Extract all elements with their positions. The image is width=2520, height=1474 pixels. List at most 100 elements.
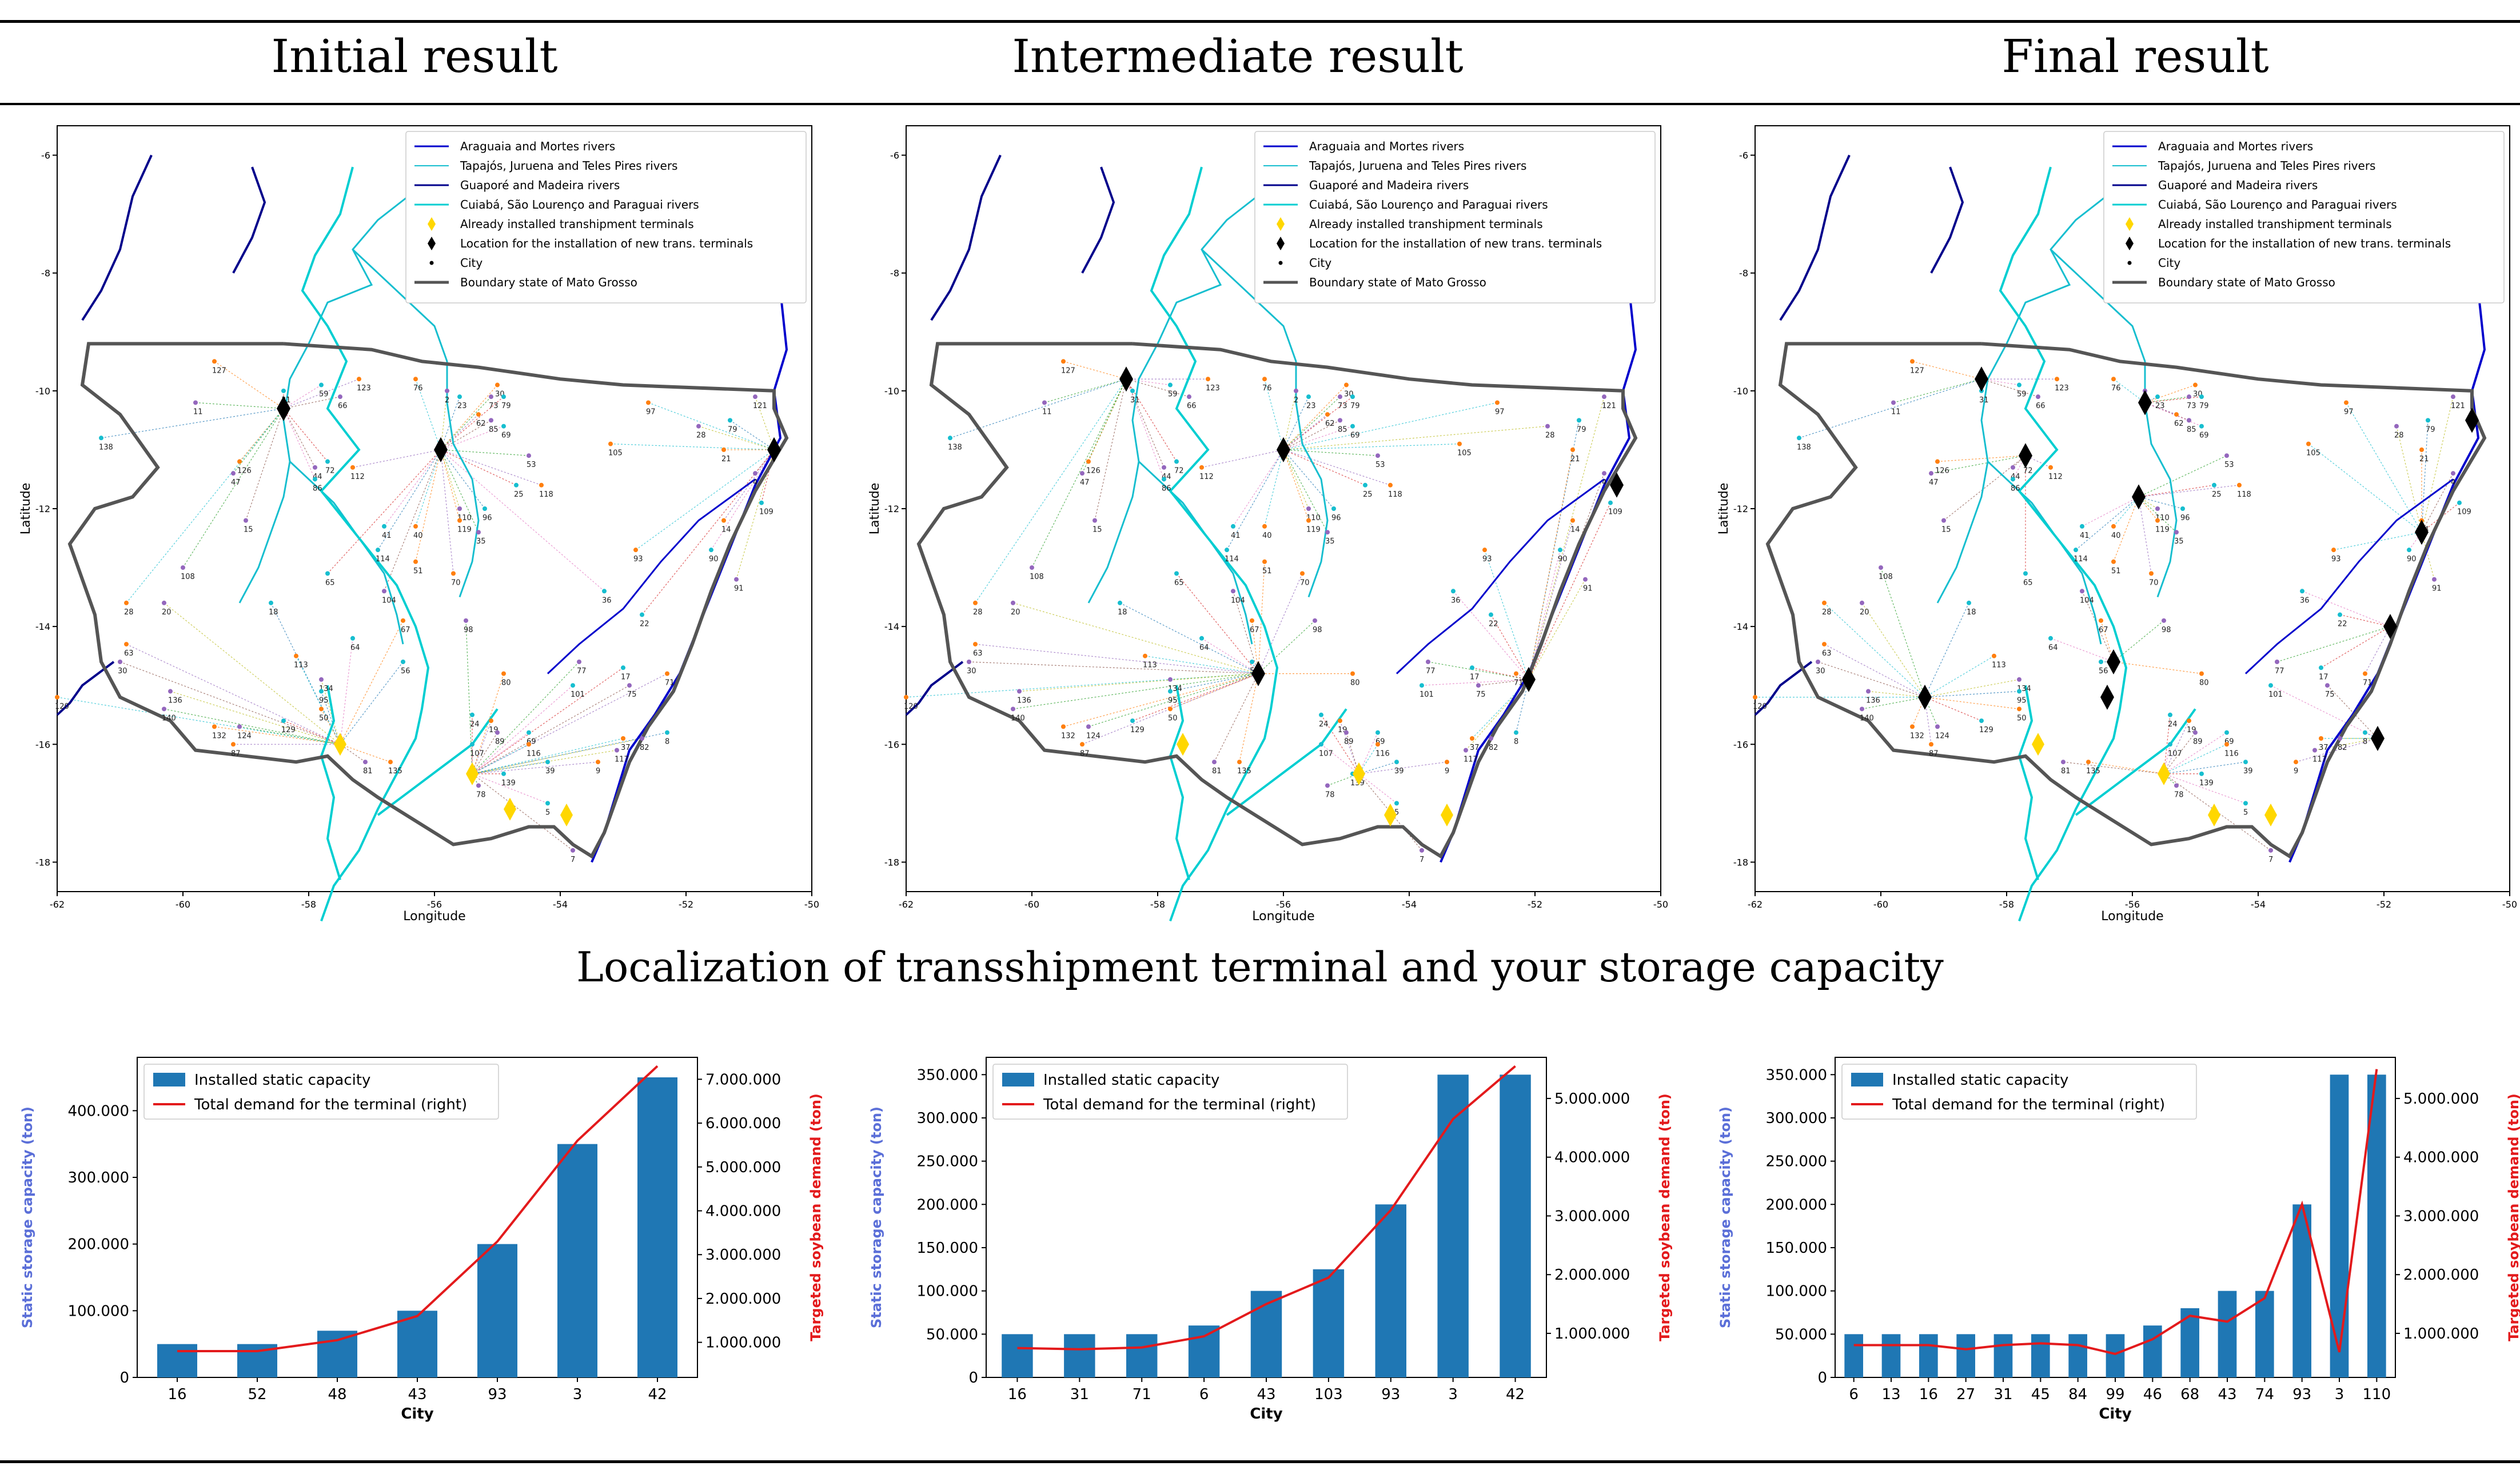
city-marker <box>1011 600 1015 605</box>
route-line <box>761 449 775 503</box>
legend-bar-swatch <box>1002 1073 1034 1086</box>
city-marker <box>470 742 475 747</box>
route-line <box>283 408 316 468</box>
x-tick-label: 3 <box>2335 1386 2344 1403</box>
city-marker <box>1816 660 1820 664</box>
city-marker <box>1206 377 1210 382</box>
city-marker <box>527 742 531 747</box>
route-line <box>723 449 775 521</box>
city-label: 93 <box>1482 555 1492 564</box>
route-line <box>1472 667 1529 680</box>
chart-legend: Installed static capacity Total demand fo… <box>1841 1064 2197 1120</box>
city-marker <box>401 618 405 623</box>
x-tick-label: 103 <box>1314 1386 1343 1403</box>
route-line <box>2163 720 2190 774</box>
city-marker <box>1388 482 1393 488</box>
route-line <box>1283 414 1328 450</box>
city-label: 95 <box>2017 697 2027 705</box>
city-marker <box>1042 400 1047 405</box>
legend-label: Installed static capacity <box>194 1072 370 1089</box>
legend-label: City <box>2158 256 2180 270</box>
y-tick-label-left: 300.000 <box>67 1169 129 1187</box>
x-tick-label: -50 <box>804 899 819 910</box>
city-marker <box>1061 724 1066 729</box>
city-label: 62 <box>1325 420 1335 428</box>
legend-label: Araguaia and Mortes rivers <box>460 139 615 153</box>
route-line <box>1088 378 1127 462</box>
city-marker <box>608 441 613 446</box>
route-line <box>472 773 573 851</box>
route-line <box>296 656 341 745</box>
route-line <box>1880 567 1925 698</box>
y-tick-label: -10 <box>1733 386 1748 397</box>
city-marker <box>602 589 607 594</box>
y-tick-label: -14 <box>35 621 50 632</box>
legend-label: Already installed transhipment terminals <box>2158 217 2392 231</box>
route-line <box>2163 761 2246 774</box>
city-marker <box>2451 394 2455 400</box>
title-intermediate: Intermediate result <box>1012 30 1464 83</box>
city-marker <box>1879 565 1883 570</box>
x-tick-label: 3 <box>1448 1386 1458 1403</box>
route-line <box>239 408 284 462</box>
route-line <box>1861 697 1925 710</box>
city-label: 138 <box>99 443 113 452</box>
city-marker <box>1929 742 1933 747</box>
x-tick-label: -52 <box>2377 899 2391 910</box>
city-marker <box>2048 465 2053 470</box>
city-label: 116 <box>527 749 541 758</box>
city-label: 117 <box>1464 756 1478 764</box>
route-line <box>1528 449 1573 680</box>
route-line <box>472 761 599 774</box>
city-marker <box>212 724 217 729</box>
city-marker <box>181 565 185 570</box>
city-marker <box>2363 730 2367 735</box>
route-line <box>1924 697 2020 710</box>
route-line <box>340 638 353 745</box>
capacity-bar <box>2367 1074 2386 1377</box>
city-marker <box>1319 712 1323 717</box>
guapore-river-south <box>1754 661 1813 716</box>
route-line <box>2082 496 2139 527</box>
legend-box <box>405 131 807 303</box>
x-tick-label: 45 <box>2031 1386 2050 1403</box>
city-marker <box>483 506 487 511</box>
city-marker <box>2187 418 2191 423</box>
legend-diamond-swatch <box>1277 217 1285 231</box>
capacity-bar <box>1881 1334 1901 1377</box>
city-marker <box>1967 600 1971 605</box>
guapore-river <box>81 154 153 321</box>
x-tick-label: -58 <box>1150 899 1165 910</box>
city-marker <box>665 671 669 676</box>
new-terminal-marker <box>1119 366 1133 392</box>
city-marker <box>967 660 971 664</box>
route-line <box>440 449 529 456</box>
route-line <box>440 420 492 450</box>
city-label: 28 <box>973 608 983 617</box>
route-line <box>2270 685 2378 739</box>
route-line <box>1516 679 1529 733</box>
city-marker <box>545 760 550 765</box>
city-label: 138 <box>948 443 962 452</box>
city-label: 72 <box>2023 467 2033 476</box>
route-line <box>2295 738 2378 762</box>
legend-label: Tapajós, Juruena and Teles Pires rivers <box>1309 159 1526 173</box>
city-label: 80 <box>1350 679 1360 688</box>
city-marker <box>382 524 386 529</box>
city-marker <box>489 718 493 724</box>
city-marker <box>577 660 581 664</box>
city-marker <box>2055 377 2059 382</box>
x-tick-label: 43 <box>408 1386 426 1403</box>
city-label: 64 <box>1199 644 1209 652</box>
city-label: 18 <box>269 608 278 617</box>
city-marker <box>1250 660 1254 664</box>
route-line <box>2088 761 2164 774</box>
city-marker <box>1577 418 1581 423</box>
route-line <box>2113 661 2202 674</box>
city-marker <box>413 524 418 529</box>
city-marker <box>2224 742 2229 747</box>
city-label: 70 <box>1300 578 1310 587</box>
figure-caption: Localization of transshipment terminal a… <box>576 943 1944 991</box>
route-line <box>440 385 498 450</box>
city-marker <box>2212 482 2216 488</box>
